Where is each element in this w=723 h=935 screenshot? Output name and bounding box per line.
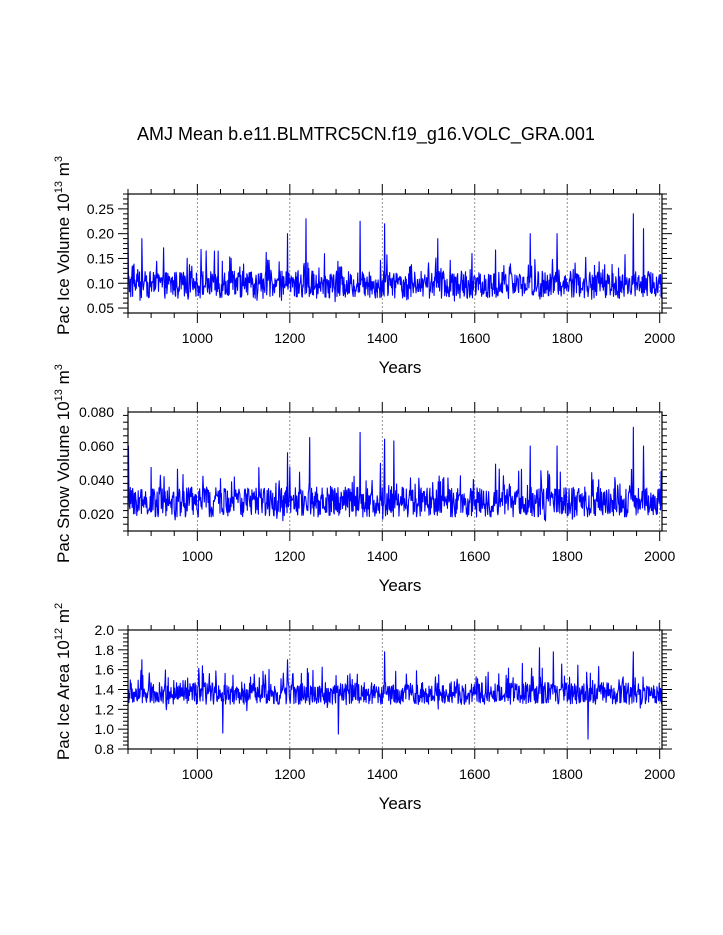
- y-tick-label: 0.15: [87, 250, 114, 266]
- x-tick-label: 1800: [552, 548, 583, 564]
- y-tick-label: 2.0: [95, 622, 115, 638]
- y-tick-label: 0.8: [95, 741, 115, 757]
- y-tick-label: 0.05: [87, 300, 114, 316]
- y-tick-label: 0.20: [87, 226, 114, 242]
- x-axis-title: Years: [379, 358, 422, 377]
- y-tick-label: 0.10: [87, 275, 114, 291]
- x-tick-label: 1400: [367, 766, 398, 782]
- x-axis-title: Years: [379, 794, 422, 813]
- y-tick-label: 0.25: [87, 201, 114, 217]
- series-line-ice-volume: [127, 213, 663, 303]
- x-tick-label: 1600: [459, 330, 490, 346]
- y-axis-title: Pac Ice Area 1012 m2: [53, 603, 73, 760]
- x-tick-label: 1800: [552, 766, 583, 782]
- series-line-snow-volume: [127, 426, 663, 522]
- x-tick-label: 2000: [644, 548, 675, 564]
- x-tick-label: 1600: [459, 766, 490, 782]
- y-tick-label: 0.060: [79, 438, 114, 454]
- y-tick-label: 1.0: [95, 721, 115, 737]
- y-tick-label: 1.8: [95, 642, 115, 658]
- y-tick-label: 0.040: [79, 472, 114, 488]
- x-tick-label: 1200: [274, 330, 305, 346]
- panel-snow-volume: 1000 1200 1400 1600 1800 2000 0.020 0.040 0.060 0…: [53, 364, 675, 595]
- x-tick-label: 2000: [644, 330, 675, 346]
- chart-title: AMJ Mean b.e11.BLMTRC5CN.f19_g16.VOLC_GR…: [137, 124, 595, 145]
- y-tick-label: 0.080: [79, 404, 114, 420]
- panel-ice-volume: 1000 1200 1400 1600 1800 2000 0.05 0.10 0.15 0.20…: [53, 156, 675, 377]
- panel-ice-area: 1000 1200 1400 1600 1800 2000 0.8 1.0 1.2 1.4 1.6 1…: [53, 603, 675, 813]
- y-tick-label: 1.2: [95, 701, 115, 717]
- y-axis-title: Pac Ice Volume 1013 m3: [53, 156, 73, 335]
- x-tick-label: 1000: [182, 548, 213, 564]
- x-tick-label: 1000: [182, 330, 213, 346]
- x-axis-title: Years: [379, 576, 422, 595]
- y-axis-title: Pac Snow Volume 1013 m3: [53, 364, 73, 563]
- y-tick-label: 1.6: [95, 662, 115, 678]
- x-tick-label: 1200: [274, 766, 305, 782]
- x-tick-label: 1000: [182, 766, 213, 782]
- x-tick-label: 1400: [367, 548, 398, 564]
- x-tick-label: 1600: [459, 548, 490, 564]
- x-tick-label: 1400: [367, 330, 398, 346]
- x-tick-label: 1800: [552, 330, 583, 346]
- y-tick-label: 0.020: [79, 506, 114, 522]
- plot-frame: [127, 411, 663, 532]
- series-line-ice-area: [127, 647, 663, 740]
- x-tick-label: 1200: [274, 548, 305, 564]
- x-tick-label: 2000: [644, 766, 675, 782]
- y-tick-label: 1.4: [95, 682, 115, 698]
